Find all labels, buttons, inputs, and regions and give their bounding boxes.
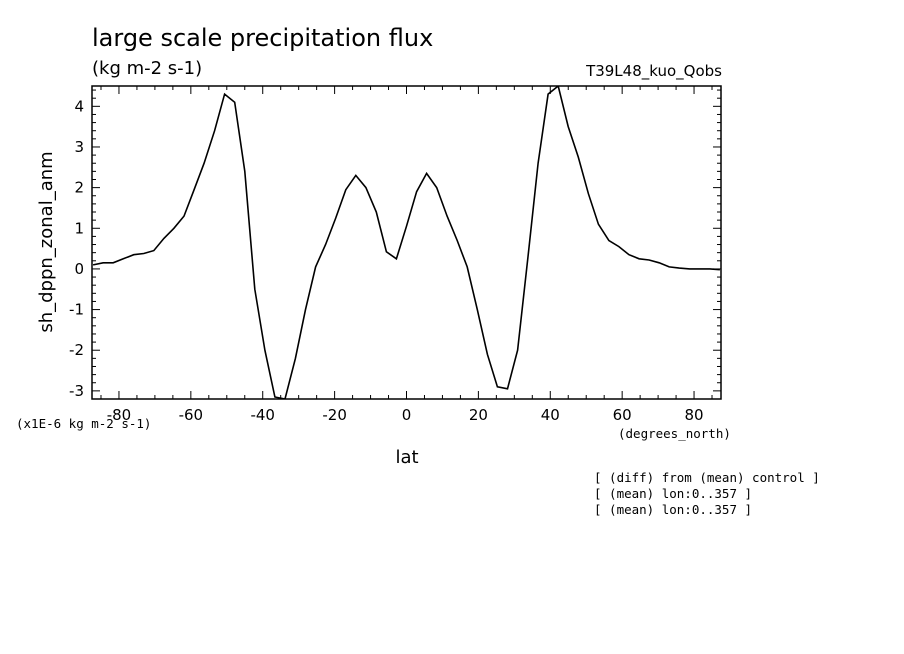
chart-units: (kg m-2 s-1) (92, 58, 202, 79)
note-line-3: [ (mean) lon:0..357 ] (594, 502, 752, 517)
x-tick-label: 20 (469, 406, 488, 424)
y-scale-note: (x1E-6 kg m-2 s-1) (16, 416, 151, 431)
y-tick-label: -2 (69, 341, 84, 359)
x-tick-label: -40 (250, 406, 275, 424)
plot-frame (91, 85, 722, 400)
ticks-layer: -80 -60 -40 -20 0 20 40 60 80 -3 -2 -1 0 1 2 3 4 (69, 86, 721, 424)
y-tick-label: 0 (74, 260, 84, 278)
chart-title: large scale precipitation flux (92, 24, 433, 52)
y-tick-label: 4 (74, 97, 84, 115)
series-line (92, 86, 720, 399)
note-line-2: [ (mean) lon:0..357 ] (594, 486, 752, 501)
x-axis-label: lat (395, 447, 418, 468)
note-line-1: [ (diff) from (mean) control ] (594, 470, 820, 485)
y-tick-label: 3 (74, 138, 84, 156)
x-tick-label: 80 (684, 406, 703, 424)
y-tick-label: 2 (74, 179, 84, 197)
y-axis-label: sh_dppn_zonal_anm (36, 151, 57, 332)
series-layer (92, 86, 720, 399)
x-tick-label: 40 (541, 406, 560, 424)
y-tick-label: -3 (69, 382, 84, 400)
x-tick-label: -60 (179, 406, 204, 424)
y-tick-label: 1 (74, 219, 84, 237)
x-tick-label: 0 (402, 406, 412, 424)
y-tick-label: -1 (69, 301, 84, 319)
run-label: T39L48_kuo_Qobs (585, 62, 722, 81)
x-tick-label: -80 (107, 406, 132, 424)
x-units-label: (degrees_north) (618, 426, 731, 441)
x-tick-label: 60 (613, 406, 632, 424)
x-tick-label: -20 (322, 406, 347, 424)
